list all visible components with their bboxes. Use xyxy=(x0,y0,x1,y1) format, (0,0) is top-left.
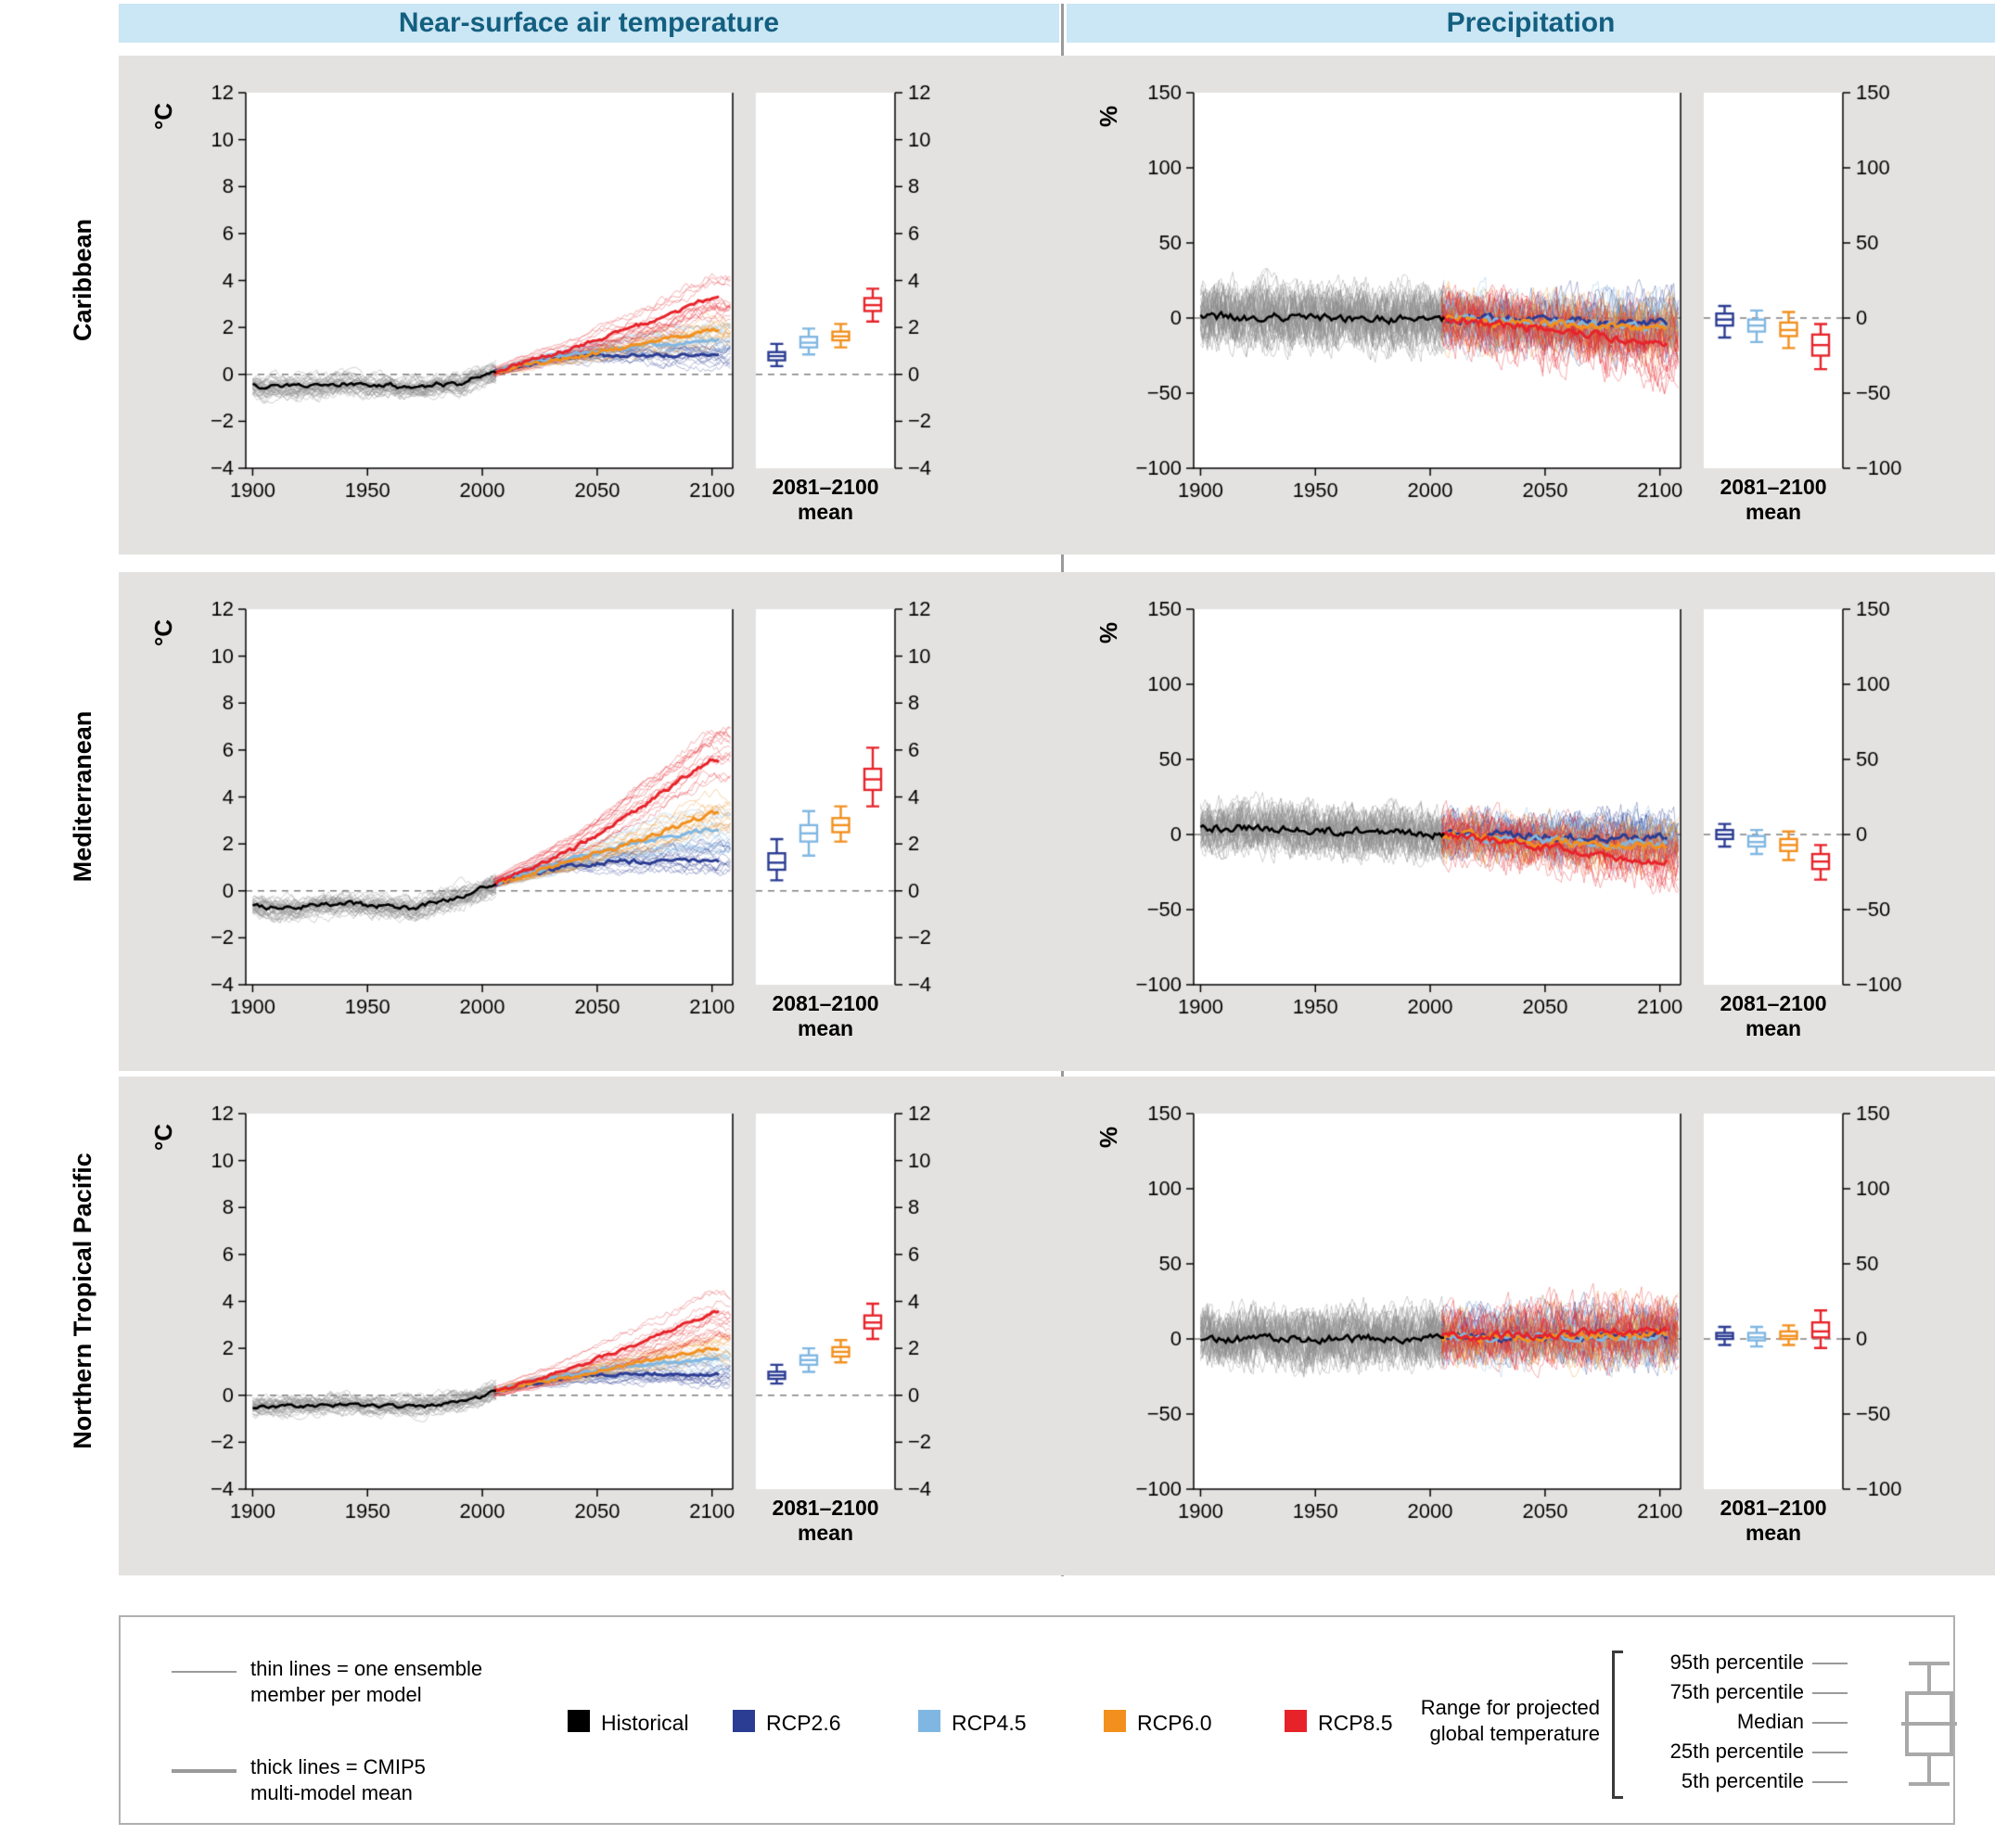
range-label: Range for projected global temperature xyxy=(1420,1696,1600,1745)
y-axis-unit-label: °C xyxy=(149,618,178,647)
percentile-label-95: 95th percentile xyxy=(1669,1650,1804,1674)
caribbean-precipitation-panel: % 2081–2100 mean xyxy=(1068,56,1912,556)
ntp-precipitation-panel: % 2081–2100 mean xyxy=(1068,1077,1912,1577)
mediterranean-precipitation-panel: % 2081–2100 mean xyxy=(1068,572,1912,1073)
percentile-label-5: 5th percentile xyxy=(1681,1769,1804,1792)
region-label-caribbean: Caribbean xyxy=(69,218,96,342)
box-panel-label: 2081–2100 mean xyxy=(772,1496,879,1545)
mediterranean-temperature-chart-canvas xyxy=(121,572,965,1073)
region-label-ntp: Northern Tropical Pacific xyxy=(69,1153,96,1449)
y-axis-unit-label: % xyxy=(1094,105,1123,128)
legend: thin lines = one ensemble member per mod… xyxy=(119,1615,1957,1825)
y-axis-unit-label: °C xyxy=(149,1123,178,1152)
percentile-connector xyxy=(1812,1752,1848,1753)
caribbean-temperature-panel: °C 2081–2100 mean xyxy=(121,56,965,556)
legend-swatch-rcp60 xyxy=(1104,1710,1126,1732)
column-header-precipitation: Precipitation xyxy=(1067,4,1995,43)
percentile-connector xyxy=(1812,1692,1848,1694)
region-label-mediterranean: Mediterranean xyxy=(69,710,96,883)
percentile-connector xyxy=(1812,1722,1848,1724)
column-header-temperature: Near-surface air temperature xyxy=(119,4,1059,43)
caribbean-precipitation-chart-canvas xyxy=(1068,56,1912,556)
percentile-label-25: 25th percentile xyxy=(1669,1740,1804,1763)
mediterranean-temperature-panel: °C 2081–2100 mean xyxy=(121,572,965,1073)
y-axis-unit-label: °C xyxy=(149,102,178,131)
percentile-connector xyxy=(1812,1781,1848,1783)
legend-swatch-rcp26 xyxy=(733,1710,755,1732)
legend-label-rcp45: RCP4.5 xyxy=(952,1711,1027,1735)
box-panel-label: 2081–2100 mean xyxy=(772,475,879,524)
caribbean-temperature-chart-canvas xyxy=(121,56,965,556)
percentile-connector xyxy=(1812,1663,1848,1664)
ntp-temperature-panel: °C 2081–2100 mean xyxy=(121,1077,965,1577)
box-panel-label: 2081–2100 mean xyxy=(772,991,879,1040)
legend-swatch-rcp45 xyxy=(918,1710,940,1732)
box-panel-label: 2081–2100 mean xyxy=(1720,475,1827,524)
box-panel-label: 2081–2100 mean xyxy=(1720,1496,1827,1545)
legend-swatch-historical xyxy=(568,1710,590,1732)
percentile-label-median: Median xyxy=(1736,1710,1804,1733)
thin-lines-label: thin lines = one ensemble member per mod… xyxy=(250,1657,483,1706)
thick-lines-label: thick lines = CMIP5 multi-model mean xyxy=(250,1755,426,1804)
thin-line-sample xyxy=(172,1671,237,1673)
y-axis-unit-label: % xyxy=(1094,1126,1123,1149)
legend-label-rcp26: RCP2.6 xyxy=(766,1711,841,1735)
ntp-precipitation-chart-canvas xyxy=(1068,1077,1912,1577)
legend-swatch-rcp85 xyxy=(1285,1710,1307,1732)
y-axis-unit-label: % xyxy=(1094,621,1123,644)
legend-label-rcp60: RCP6.0 xyxy=(1137,1711,1212,1735)
ntp-temperature-chart-canvas xyxy=(121,1077,965,1577)
legend-label-rcp85: RCP8.5 xyxy=(1318,1711,1393,1735)
percentile-label-75: 75th percentile xyxy=(1669,1680,1804,1703)
box-whisker-glyph xyxy=(1901,1662,1957,1786)
thick-line-sample xyxy=(172,1769,237,1773)
mediterranean-precipitation-chart-canvas xyxy=(1068,572,1912,1073)
percentile-bracket xyxy=(1612,1650,1623,1799)
legend-label-historical: Historical xyxy=(601,1711,689,1735)
box-panel-label: 2081–2100 mean xyxy=(1720,991,1827,1040)
